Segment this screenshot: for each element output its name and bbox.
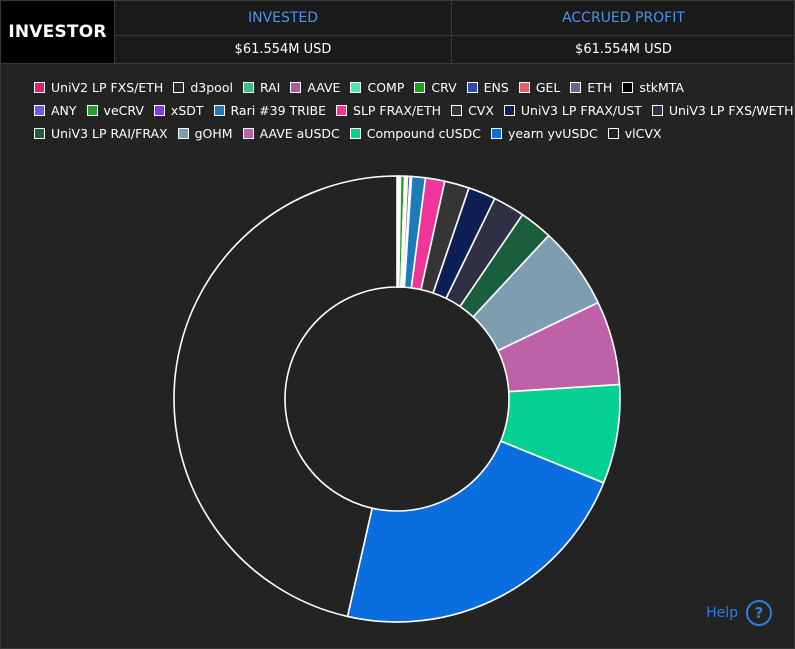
legend-item[interactable]: yearn yvUSDC: [490, 125, 598, 141]
legend-swatch[interactable]: [466, 81, 478, 93]
legend-label[interactable]: ETH: [587, 79, 613, 95]
legend-item[interactable]: COMP: [350, 80, 404, 95]
investor-title-box: INVESTOR: [1, 1, 114, 63]
accrued-profit-label: ACCRUED PROFIT: [452, 1, 795, 36]
legend-swatch[interactable]: [173, 81, 185, 93]
legend-swatch[interactable]: [518, 81, 530, 93]
legend-label[interactable]: ANY: [51, 102, 77, 118]
legend-item[interactable]: UniV3 LP FXS/WETH: [651, 102, 794, 118]
legend-label[interactable]: Compound cUSDC: [366, 125, 481, 141]
legend-item[interactable]: AAVE: [290, 80, 340, 95]
legend-label[interactable]: UniV3 LP RAI/FRAX: [51, 125, 168, 141]
invested-column: INVESTED $61.554M USD: [114, 1, 451, 63]
legend-item[interactable]: d3pool: [173, 80, 233, 95]
legend-label[interactable]: d3pool: [190, 79, 233, 95]
help-link[interactable]: Help ?: [706, 600, 772, 626]
legend-label[interactable]: ENS: [483, 79, 509, 95]
legend-label[interactable]: xSDT: [170, 102, 204, 118]
legend-label[interactable]: CVX: [468, 102, 494, 118]
legend-item[interactable]: CVX: [451, 103, 494, 118]
legend-item[interactable]: SLP FRAX/ETH: [336, 103, 441, 118]
legend-swatch[interactable]: [242, 81, 254, 93]
invested-label: INVESTED: [115, 1, 451, 36]
legend-label[interactable]: yearn yvUSDC: [507, 125, 598, 141]
legend-item[interactable]: stkMTA: [622, 80, 684, 95]
legend-label[interactable]: RAI: [259, 79, 281, 95]
legend-label[interactable]: GEL: [535, 79, 561, 95]
pie-slice[interactable]: [346, 440, 605, 623]
legend-row: UniV2 LP FXS/ETH d3pool RAI AAVE COMP CRV ENS G…: [34, 77, 694, 97]
legend-swatch[interactable]: [242, 127, 254, 139]
legend-row: ANY veCRV xSDT Rari #39 TRIBE SLP FRAX/ETH CV…: [34, 100, 795, 120]
legend-swatch[interactable]: [350, 81, 362, 93]
legend-row: UniV3 LP RAI/FRAX gOHM AAVE aUSDC Compound …: [34, 123, 671, 143]
legend-label[interactable]: COMP: [367, 79, 405, 95]
legend-item[interactable]: gOHM: [177, 125, 233, 141]
legend-label[interactable]: UniV3 LP FRAX/UST: [520, 102, 642, 118]
legend-swatch[interactable]: [349, 127, 361, 139]
legend-label[interactable]: gOHM: [194, 125, 233, 141]
legend-item[interactable]: AAVE aUSDC: [242, 125, 340, 141]
legend-item[interactable]: UniV3 LP FRAX/UST: [503, 102, 642, 118]
help-label[interactable]: Help: [706, 605, 738, 621]
legend-item[interactable]: ENS: [466, 79, 509, 95]
page-title: INVESTOR: [8, 22, 107, 42]
legend-item[interactable]: RAI: [242, 79, 281, 95]
legend-label[interactable]: AAVE aUSDC: [259, 125, 340, 141]
legend-swatch[interactable]: [336, 104, 348, 116]
legend-swatch[interactable]: [414, 81, 426, 93]
legend-label[interactable]: AAVE: [307, 79, 341, 95]
legend-swatch[interactable]: [34, 104, 45, 116]
summary-header: INVESTOR INVESTED $61.554M USD ACCRUED P…: [1, 1, 795, 64]
accrued-profit-value: $61.554M USD: [575, 42, 672, 57]
legend-label[interactable]: CRV: [431, 79, 457, 95]
legend-label[interactable]: stkMTA: [639, 79, 684, 95]
legend-label[interactable]: vlCVX: [624, 125, 662, 141]
legend-swatch[interactable]: [607, 127, 619, 139]
legend-label[interactable]: Rari #39 TRIBE: [230, 102, 327, 118]
legend-item[interactable]: veCRV: [86, 102, 144, 118]
legend-label[interactable]: UniV3 LP FXS/WETH: [668, 102, 794, 118]
question-circle-icon[interactable]: ?: [746, 600, 772, 626]
legend-item[interactable]: ETH: [570, 80, 612, 95]
legend-item[interactable]: CRV: [414, 79, 457, 95]
invested-value: $61.554M USD: [234, 42, 332, 57]
legend-item[interactable]: UniV2 LP FXS/ETH: [34, 80, 163, 95]
legend-swatch[interactable]: [451, 104, 463, 116]
legend-swatch[interactable]: [622, 81, 634, 93]
legend-item[interactable]: xSDT: [153, 102, 204, 118]
legend-swatch[interactable]: [34, 127, 45, 139]
legend-label[interactable]: veCRV: [103, 102, 144, 118]
legend-swatch[interactable]: [177, 127, 189, 139]
legend-item[interactable]: ANY: [34, 103, 77, 118]
legend-label[interactable]: SLP FRAX/ETH: [353, 102, 442, 118]
legend-item[interactable]: Compound cUSDC: [349, 125, 481, 141]
legend-item[interactable]: UniV3 LP RAI/FRAX: [34, 126, 168, 141]
legend-swatch[interactable]: [153, 104, 165, 116]
accrued-profit-column: ACCRUED PROFIT $61.554M USD: [451, 1, 795, 63]
legend-swatch[interactable]: [490, 127, 502, 139]
legend-label[interactable]: UniV2 LP FXS/ETH: [51, 79, 164, 95]
legend-swatch[interactable]: [34, 81, 45, 93]
legend-swatch[interactable]: [503, 104, 515, 116]
legend-swatch[interactable]: [86, 104, 98, 116]
legend-swatch[interactable]: [213, 104, 225, 116]
legend-swatch[interactable]: [651, 104, 663, 116]
pie-slice[interactable]: [173, 175, 398, 618]
legend-item[interactable]: GEL: [518, 79, 561, 95]
legend-item[interactable]: vlCVX: [607, 125, 662, 141]
legend-swatch[interactable]: [290, 81, 302, 93]
legend-swatch[interactable]: [570, 81, 582, 93]
legend-item[interactable]: Rari #39 TRIBE: [213, 102, 327, 118]
